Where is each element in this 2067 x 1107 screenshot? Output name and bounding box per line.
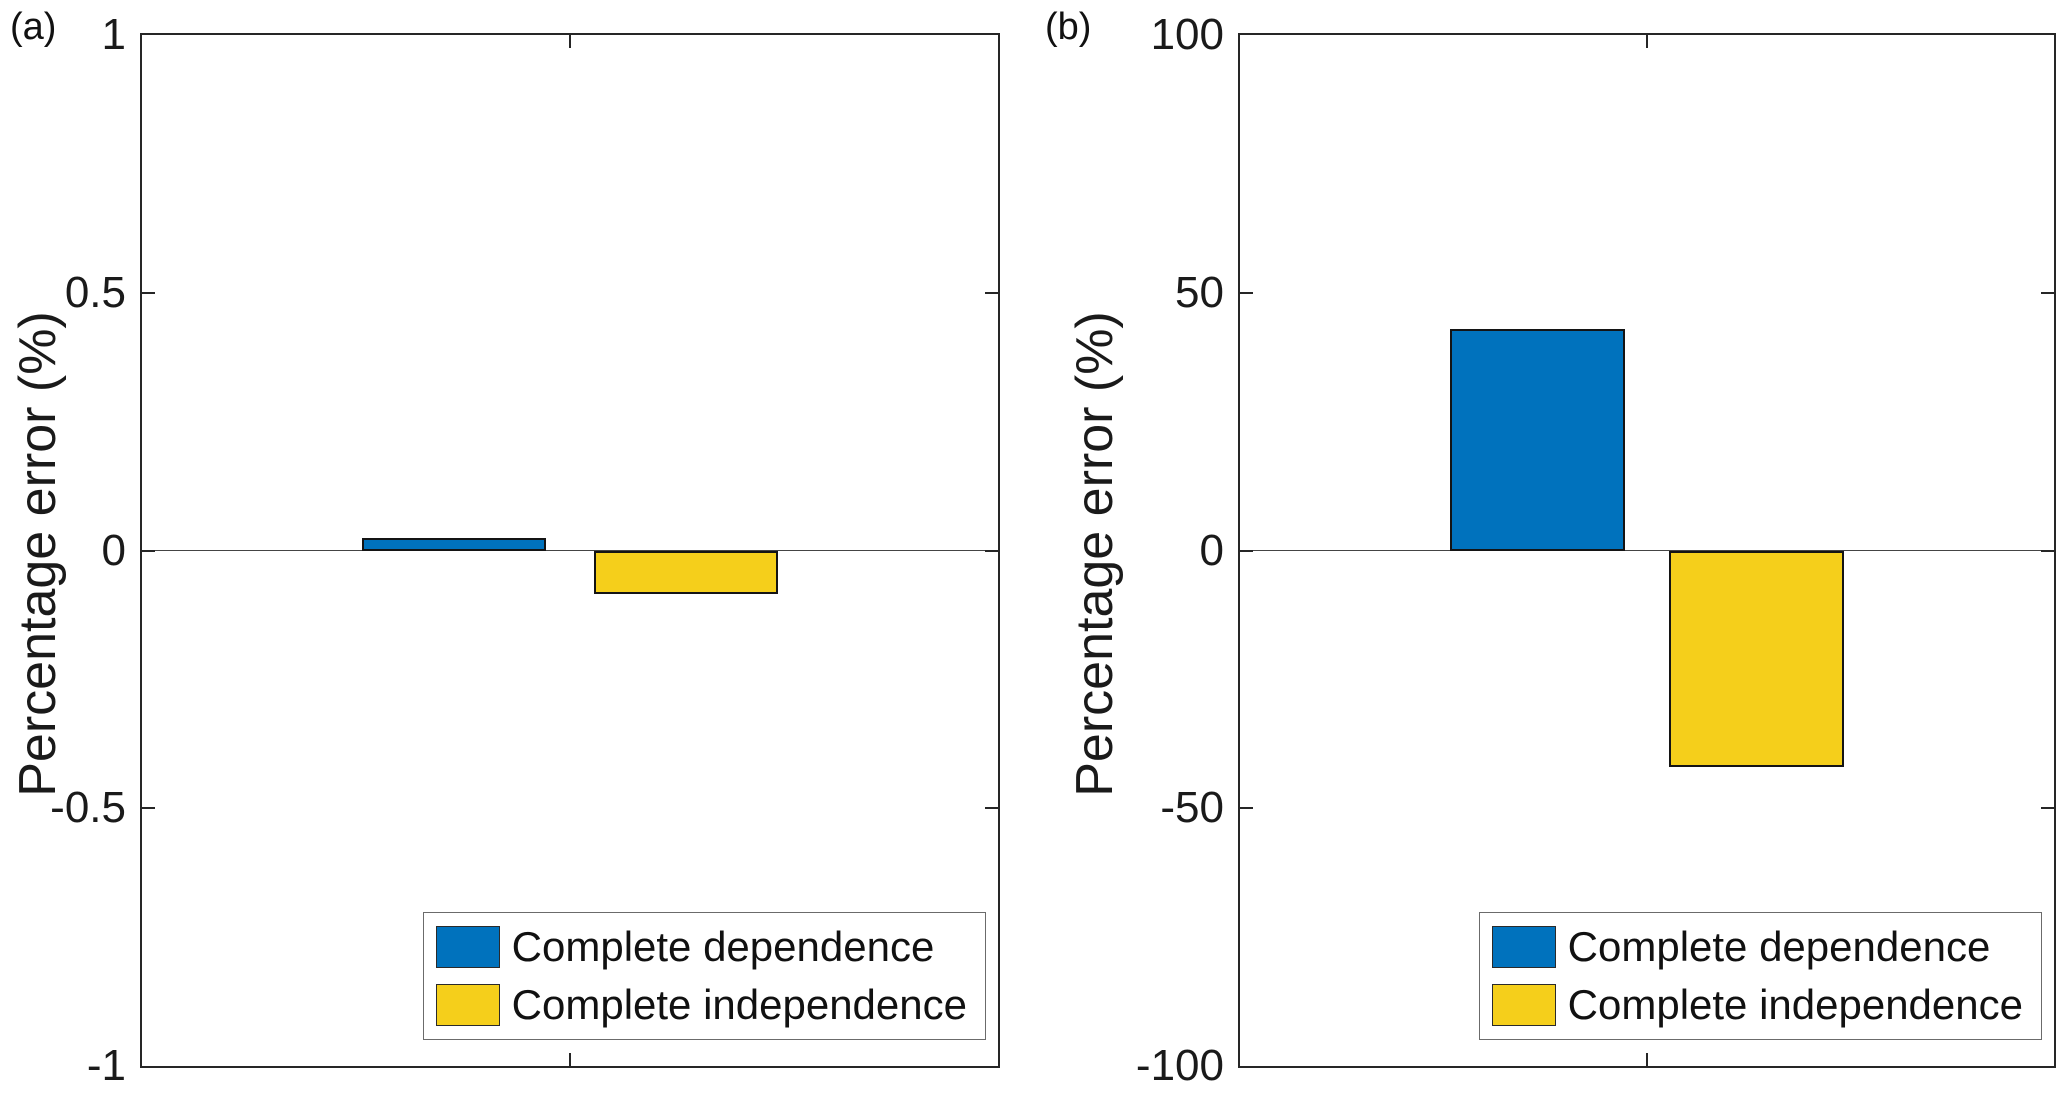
bar-complete-dependence	[1449, 328, 1625, 551]
legend-swatch-dependence	[435, 926, 500, 968]
panel-b-label: (b)	[1045, 6, 1092, 48]
legend-swatch-independence	[435, 984, 500, 1026]
legend-label-dependence: Complete dependence	[511, 923, 935, 970]
panel-a-label: (a)	[10, 6, 57, 48]
legend: Complete dependence Complete independenc…	[422, 912, 986, 1040]
y-tick-label: -100	[1135, 1041, 1224, 1090]
zero-baseline	[142, 549, 998, 551]
y-tick-mark	[2041, 291, 2054, 294]
y-tick-label: 100	[1150, 10, 1224, 59]
y-tick-mark	[1240, 291, 1253, 294]
y-tick-label: 0	[101, 525, 126, 575]
legend-swatch-independence	[1491, 984, 1556, 1026]
y-tick-mark	[985, 807, 998, 810]
panel-a-y-axis-label: Percentage error (%)	[9, 310, 67, 797]
legend: Complete dependence Complete independenc…	[1478, 912, 2042, 1040]
y-tick-label: -0.5	[50, 783, 126, 833]
legend-item-dependence: Complete dependence	[1491, 923, 2023, 971]
legend-swatch-dependence	[1491, 926, 1556, 968]
y-tick-mark	[142, 807, 155, 810]
bar-complete-independence	[593, 550, 778, 595]
y-tick-mark	[142, 291, 155, 294]
x-tick-mark	[569, 35, 571, 48]
legend-label-independence: Complete independence	[511, 981, 967, 1028]
y-tick-label: -50	[1160, 783, 1224, 833]
y-tick-mark	[985, 549, 998, 552]
y-tick-mark	[1240, 549, 1253, 552]
y-tick-label: -1	[86, 1041, 126, 1090]
legend-label-dependence: Complete dependence	[1567, 923, 1991, 970]
y-tick-mark	[2041, 807, 2054, 810]
y-tick-mark	[142, 549, 155, 552]
x-tick-mark	[569, 1053, 571, 1066]
bar-complete-dependence	[362, 537, 547, 551]
legend-item-dependence: Complete dependence	[435, 923, 967, 971]
panel-a-plot-area: 1 0.5 0 -0.5 -1 Complete dependence	[50, 10, 1000, 1090]
y-tick-label: 1	[101, 10, 126, 59]
panel-b: (b) Percentage error (%) 100 50 0 -50 -1…	[1033, 0, 2067, 1107]
panel-a: (a) Percentage error (%) 1 0.5 0 -0.5 -1…	[0, 0, 1033, 1107]
panel-b-y-axis-label: Percentage error (%)	[1066, 310, 1124, 797]
y-tick-label: 0	[1199, 525, 1224, 575]
x-tick-mark	[1646, 1053, 1648, 1066]
y-tick-mark	[985, 291, 998, 294]
zero-baseline	[1240, 549, 2054, 551]
y-tick-mark	[1240, 807, 1253, 810]
legend-item-independence: Complete independence	[1491, 981, 2023, 1029]
x-tick-mark	[1646, 35, 1648, 48]
bar-complete-independence	[1669, 550, 1845, 767]
y-tick-mark	[2041, 549, 2054, 552]
y-tick-label: 50	[1175, 267, 1224, 317]
panel-b-plot-area: 100 50 0 -50 -100 Complete dependence	[1136, 10, 2056, 1090]
legend-label-independence: Complete independence	[1567, 981, 2023, 1028]
legend-item-independence: Complete independence	[435, 981, 967, 1029]
y-tick-label: 0.5	[64, 267, 126, 317]
